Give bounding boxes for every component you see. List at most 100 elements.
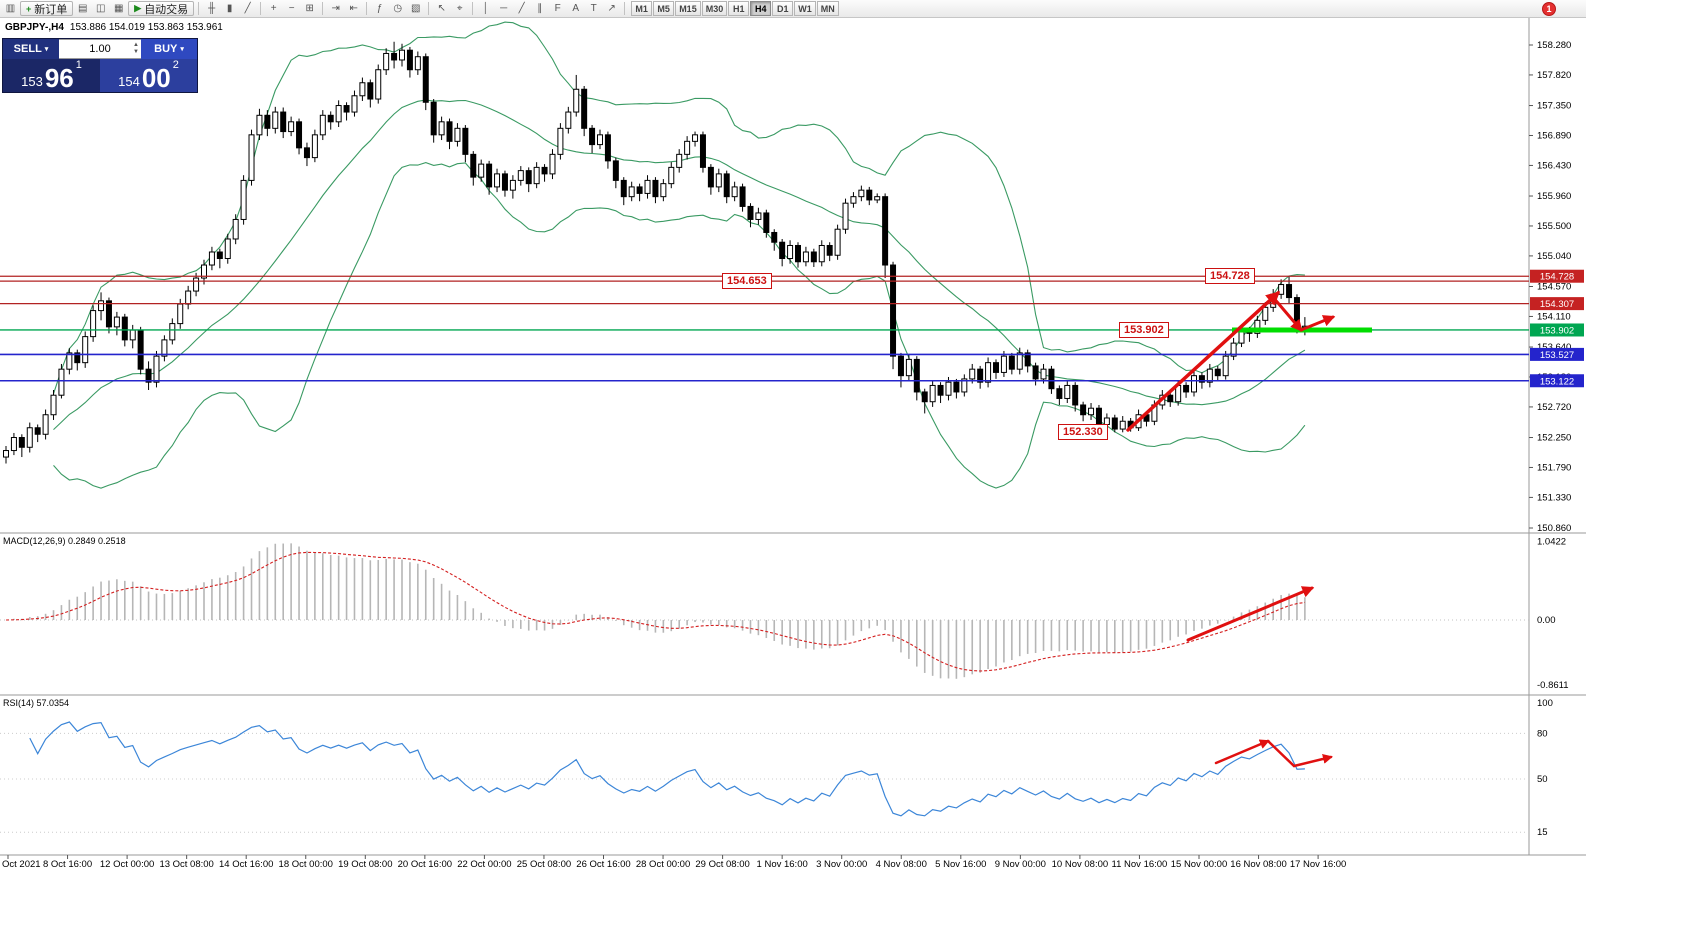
svg-text:5 Nov 16:00: 5 Nov 16:00 [935, 859, 986, 870]
bar-chart-icon[interactable]: ╫ [208, 3, 216, 14]
periods-icon[interactable]: ◷ [393, 3, 403, 14]
timeframe-m1[interactable]: M1 [631, 1, 653, 16]
svg-text:25 Oct 08:00: 25 Oct 08:00 [517, 859, 571, 870]
notification-badge-icon[interactable]: 1 [1542, 2, 1556, 16]
svg-text:100: 100 [1537, 698, 1553, 709]
tile-windows-icon[interactable]: ⊞ [305, 3, 314, 14]
channel-icon[interactable]: ∥ [537, 3, 543, 14]
svg-text:14 Oct 16:00: 14 Oct 16:00 [219, 859, 273, 870]
macd-label: MACD(12,26,9) 0.2849 0.2518 [3, 536, 126, 546]
trendline-icon[interactable]: ╱ [518, 3, 525, 14]
timeframe-d1[interactable]: D1 [772, 1, 794, 16]
fibonacci-icon[interactable]: F [554, 3, 561, 14]
svg-text:26 Oct 16:00: 26 Oct 16:00 [576, 859, 630, 870]
timeframe-mn[interactable]: MN [816, 1, 839, 16]
indicator-levels [0, 619, 1529, 833]
line-chart-icon[interactable]: ╱ [244, 3, 251, 14]
trend-arrow-rsi[interactable] [1266, 739, 1296, 768]
rsi-label: RSI(14) 57.0354 [3, 698, 70, 708]
svg-text:152.250: 152.250 [1537, 433, 1571, 444]
svg-text:157.820: 157.820 [1537, 70, 1571, 81]
svg-text:1.0422: 1.0422 [1537, 536, 1566, 547]
ask-price[interactable]: 154 00 2 [100, 59, 197, 92]
svg-text:154.307: 154.307 [1540, 299, 1574, 310]
svg-text:8 Oct 16:00: 8 Oct 16:00 [43, 859, 92, 870]
auto-scroll-icon[interactable]: ⇥ [331, 3, 340, 14]
chart-shift-icon[interactable]: ⇤ [349, 3, 358, 14]
trend-arrow-macd[interactable] [1186, 586, 1315, 642]
svg-text:151.790: 151.790 [1537, 462, 1571, 473]
svg-text:157.350: 157.350 [1537, 101, 1571, 112]
macd-indicator [5, 543, 1306, 679]
timeframe-h1[interactable]: H1 [728, 1, 750, 16]
svg-text:13 Oct 08:00: 13 Oct 08:00 [159, 859, 213, 870]
navigator-icon[interactable]: ▦ [114, 3, 124, 14]
new-order-button[interactable]: + 新订单 [20, 1, 74, 16]
text-icon[interactable]: A [572, 3, 580, 14]
trend-arrow-main[interactable] [1126, 291, 1281, 432]
trend-arrow-main[interactable] [1299, 315, 1336, 332]
buy-button[interactable]: BUY ▾ [141, 39, 197, 59]
trend-arrow-rsi[interactable] [1292, 754, 1333, 768]
toolbar-separator [198, 2, 200, 15]
new-order-button-label: 新订单 [34, 3, 68, 16]
svg-text:153.122: 153.122 [1540, 376, 1574, 387]
autotrading-button[interactable]: ▶ 自动交易 [128, 1, 195, 16]
svg-text:156.890: 156.890 [1537, 130, 1571, 141]
svg-text:154.728: 154.728 [1540, 272, 1574, 283]
templates-icon[interactable]: ▧ [410, 3, 421, 14]
vertical-line-icon[interactable]: │ [482, 3, 489, 14]
zoom-out-icon[interactable]: − [288, 3, 295, 14]
spinner-up-icon[interactable]: ▲ [133, 42, 139, 48]
arrow-objects-icon[interactable]: ↗ [607, 3, 616, 14]
price-annotation-label[interactable]: 152.330 [1058, 424, 1108, 441]
timeframe-m15[interactable]: M15 [675, 1, 701, 16]
svg-text:22 Oct 00:00: 22 Oct 00:00 [457, 859, 511, 870]
price-annotation-label[interactable]: 154.653 [722, 273, 772, 290]
svg-text:11 Nov 16:00: 11 Nov 16:00 [1112, 859, 1168, 870]
horizontal-line-icon[interactable]: ─ [500, 3, 508, 14]
sell-button[interactable]: SELL ▾ [3, 39, 59, 59]
trend-arrow-main[interactable] [1270, 294, 1303, 332]
data-window-icon[interactable]: ◫ [96, 3, 106, 14]
timeframe-m5[interactable]: M5 [653, 1, 675, 16]
crosshair-icon[interactable]: ⌖ [456, 3, 463, 14]
cursor-icon[interactable]: ↖ [437, 3, 446, 14]
svg-text:17 Nov 16:00: 17 Nov 16:00 [1290, 859, 1347, 870]
svg-text:154.570: 154.570 [1537, 282, 1571, 293]
timeframe-h4[interactable]: H4 [750, 1, 772, 16]
price-annotation-label[interactable]: 154.728 [1205, 268, 1255, 285]
timeframe-w1[interactable]: W1 [794, 1, 816, 16]
price-annotation-label[interactable]: 153.902 [1119, 321, 1169, 338]
indicators-icon[interactable]: ƒ [376, 3, 383, 14]
time-axis[interactable]: Oct 2021 8 Oct 16:00 12 Oct 00:00 13 Oct 08… [2, 855, 1346, 870]
svg-text:150.860: 150.860 [1537, 523, 1571, 534]
one-click-trading-panel: SELL ▾ 1.00 ▲ ▼ BUY ▾ 153 96 1 1 [2, 38, 198, 93]
trade-panel-prices: 153 96 1 154 00 2 [3, 59, 197, 92]
chart-window-icon[interactable]: ▥ [5, 3, 16, 14]
bid-price[interactable]: 153 96 1 [3, 59, 100, 92]
timeframe-switcher: M1 M5 M15 M30 H1 H4 D1 W1 MN [631, 1, 840, 16]
toolbar-separator [260, 2, 262, 15]
timeframe-m30[interactable]: M30 [701, 1, 728, 16]
autotrading-button-label: 自动交易 [144, 3, 189, 16]
svg-text:Oct 2021: Oct 2021 [2, 859, 41, 870]
text-label-icon[interactable]: T [590, 3, 597, 14]
trend-arrow-rsi[interactable] [1214, 739, 1270, 765]
zoom-in-icon[interactable]: + [270, 3, 277, 14]
market-watch-icon[interactable]: ▤ [78, 3, 88, 14]
candlestick-chart-icon[interactable]: ▮ [226, 3, 233, 14]
svg-text:4 Nov 08:00: 4 Nov 08:00 [876, 859, 927, 870]
svg-text:0.00: 0.00 [1537, 615, 1556, 626]
candles-layer [3, 41, 1308, 464]
price-axis[interactable]: 158.280 157.820 157.350 156.890 156.430 155.9… [1529, 40, 1571, 534]
autotrading-button-icon: ▶ [134, 3, 142, 13]
svg-text:28 Oct 00:00: 28 Oct 00:00 [636, 859, 690, 870]
pane-separators [0, 18, 1586, 856]
buy-button-label: BUY [154, 43, 178, 55]
lot-size-input[interactable]: 1.00 ▲ ▼ [59, 39, 141, 59]
spinner-down-icon[interactable]: ▼ [133, 49, 139, 55]
svg-text:29 Oct 08:00: 29 Oct 08:00 [695, 859, 749, 870]
svg-text:154.110: 154.110 [1537, 311, 1571, 322]
lot-spinner[interactable]: ▲ ▼ [133, 42, 139, 56]
